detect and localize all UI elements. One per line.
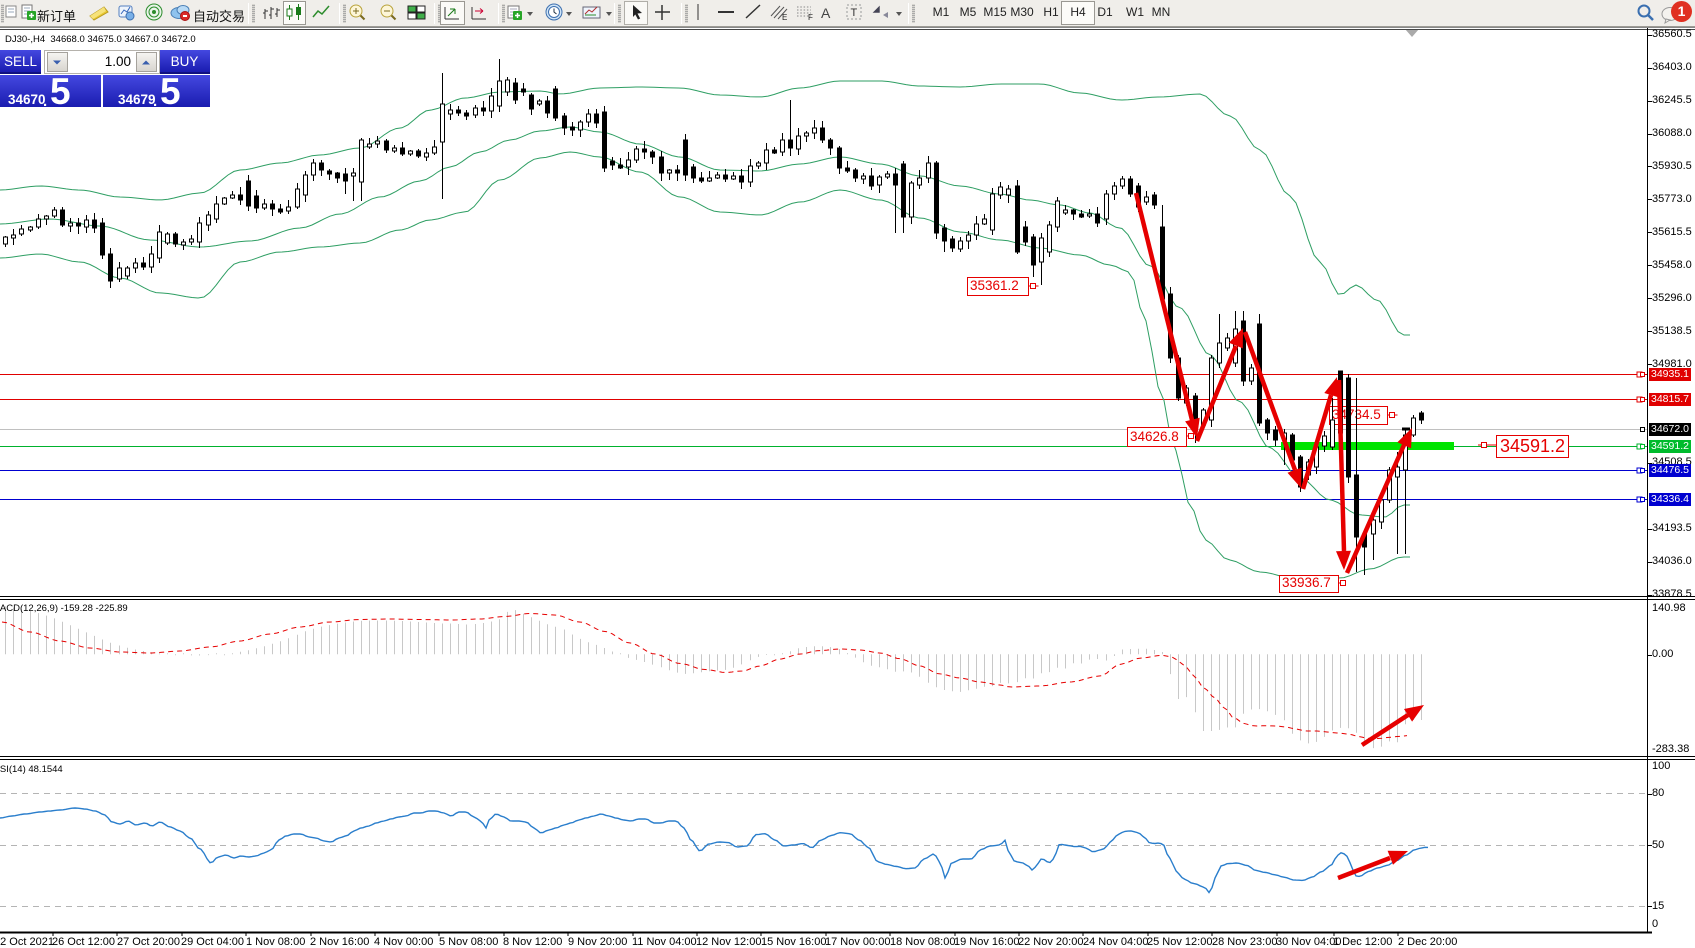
svg-text:E: E (782, 13, 787, 22)
svg-text:T: T (851, 7, 858, 19)
svg-text:34626.8: 34626.8 (1130, 429, 1179, 444)
svg-text:33936.7: 33936.7 (1282, 575, 1331, 590)
svg-text:35361.2: 35361.2 (970, 278, 1019, 293)
svg-text:F: F (808, 13, 813, 22)
